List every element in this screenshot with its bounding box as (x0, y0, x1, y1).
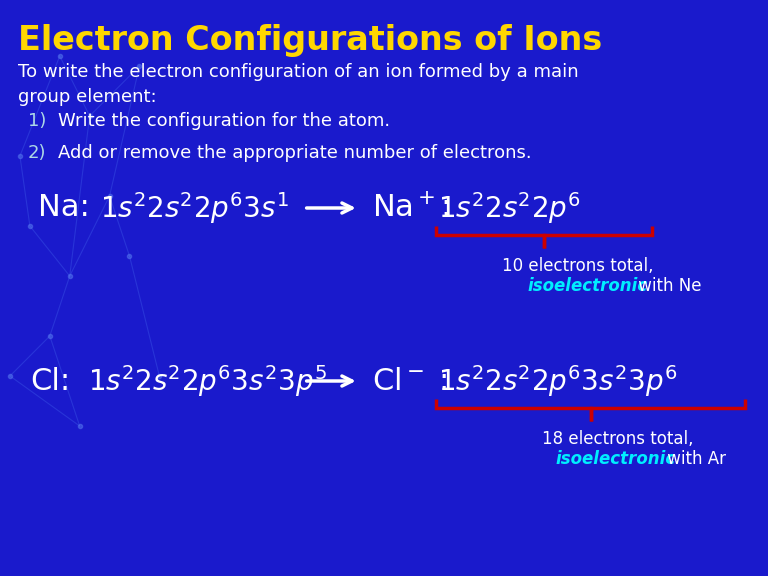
Text: Na$^+$:: Na$^+$: (372, 194, 449, 222)
Text: isoelectronic: isoelectronic (528, 277, 648, 295)
Text: Add or remove the appropriate number of electrons.: Add or remove the appropriate number of … (58, 144, 531, 162)
Text: $1s^22s^22p^63s^1$: $1s^22s^22p^63s^1$ (100, 190, 289, 226)
Text: with Ar: with Ar (663, 450, 727, 468)
Text: Cl:: Cl: (30, 366, 70, 396)
Text: To write the electron configuration of an ion formed by a main
group element:: To write the electron configuration of a… (18, 63, 578, 106)
Text: $1s^22s^22p^63s^23p^6$: $1s^22s^22p^63s^23p^6$ (439, 363, 677, 399)
Text: isoelectronic: isoelectronic (556, 450, 676, 468)
Text: $1s^22s^22p^63s^23p^5$: $1s^22s^22p^63s^23p^5$ (88, 363, 326, 399)
Text: Cl$^-$ :: Cl$^-$ : (372, 366, 447, 396)
Text: 18 electrons total,: 18 electrons total, (542, 430, 694, 448)
Text: with Ne: with Ne (633, 277, 701, 295)
Text: $1s^22s^22p^6$: $1s^22s^22p^6$ (439, 190, 581, 226)
Text: Na:: Na: (38, 194, 90, 222)
Text: 2): 2) (28, 144, 46, 162)
Text: 1): 1) (28, 112, 46, 130)
Text: Write the configuration for the atom.: Write the configuration for the atom. (58, 112, 390, 130)
Text: 10 electrons total,: 10 electrons total, (502, 257, 654, 275)
Text: Electron Configurations of Ions: Electron Configurations of Ions (18, 24, 602, 57)
